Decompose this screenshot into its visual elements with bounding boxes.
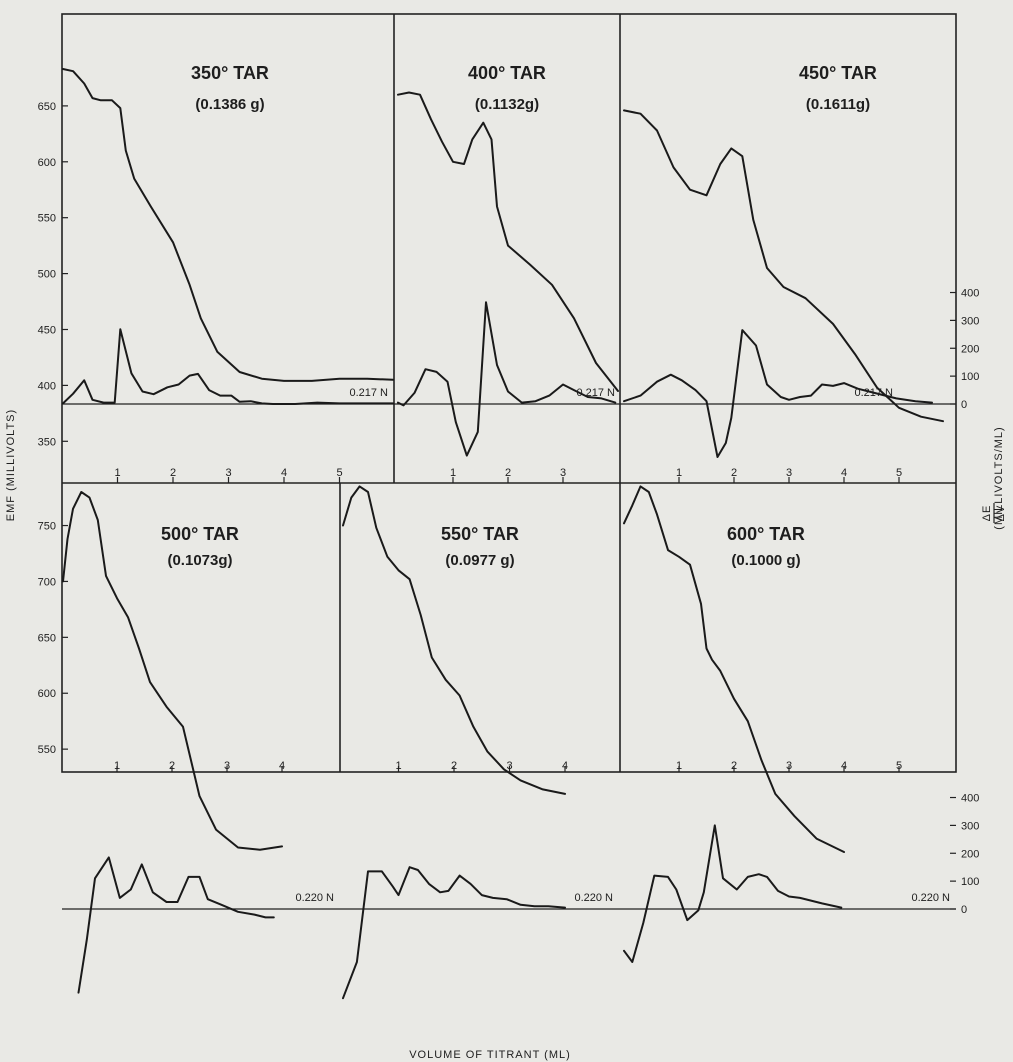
x-tick-label: 4 <box>841 760 847 772</box>
x-tick-label: 1 <box>395 760 401 772</box>
x-tick-label: 3 <box>224 760 230 772</box>
panel-sample-mass: (0.1132g) <box>475 96 539 113</box>
x-tick-label: 5 <box>896 760 902 772</box>
x-tick-label: 4 <box>279 760 285 772</box>
emf-tick-label: 400 <box>38 380 56 392</box>
panel-sample-mass: (0.1386 g) <box>195 96 264 113</box>
x-tick-label: 1 <box>676 760 682 772</box>
derivative-curve <box>62 328 394 405</box>
emf-tick-label: 350 <box>38 436 56 448</box>
emf-tick-label: 450 <box>38 324 56 336</box>
panel-sample-mass: (0.1000 g) <box>731 552 800 569</box>
emf-tick-label: 750 <box>38 521 56 533</box>
derivative-curve <box>342 866 566 1000</box>
derivative-tick-label: 100 <box>961 876 979 888</box>
y-axis-right-fraction-den: ΔV <box>995 505 1007 522</box>
normality-label: 0.220 N <box>574 892 613 904</box>
x-tick-label: 3 <box>786 467 792 479</box>
normality-label: 0.217 N <box>576 387 615 399</box>
emf-tick-label: 650 <box>38 632 56 644</box>
x-tick-label: 5 <box>336 467 342 479</box>
emf-curve <box>342 485 566 795</box>
x-tick-label: 4 <box>841 467 847 479</box>
emf-tick-label: 500 <box>38 269 56 281</box>
derivative-tick-label: 200 <box>961 848 979 860</box>
normality-label: 0.220 N <box>295 892 334 904</box>
x-tick-label: 4 <box>281 467 287 479</box>
y-axis-right-fraction-num: ΔE <box>981 505 993 522</box>
emf-tick-label: 650 <box>38 101 56 113</box>
y-axis-right-title: (MILLIVOLTS/ML) <box>993 426 1005 529</box>
panel-sample-mass: (0.1611g) <box>806 96 870 113</box>
normality-label: 0.220 N <box>911 892 950 904</box>
derivative-curve <box>77 856 275 994</box>
derivative-curve <box>623 329 933 458</box>
emf-tick-label: 600 <box>38 157 56 169</box>
x-tick-label: 2 <box>731 467 737 479</box>
panel-sample-mass: (0.0977 g) <box>445 552 514 569</box>
emf-tick-label: 600 <box>38 688 56 700</box>
x-tick-label: 4 <box>562 760 568 772</box>
panel-title: 600° TAR <box>727 524 805 544</box>
x-tick-label: 1 <box>114 760 120 772</box>
emf-curve <box>62 491 283 851</box>
derivative-tick-label: 200 <box>961 343 979 355</box>
panel-title: 400° TAR <box>468 63 546 83</box>
x-tick-label: 2 <box>451 760 457 772</box>
panel-title: 550° TAR <box>441 524 519 544</box>
emf-curve <box>623 109 944 423</box>
emf-curve <box>397 91 619 392</box>
x-axis-title: VOLUME OF TITRANT (ML) <box>409 1049 571 1061</box>
emf-tick-label: 700 <box>38 576 56 588</box>
x-tick-label: 1 <box>450 467 456 479</box>
derivative-tick-label: 0 <box>961 904 967 916</box>
derivative-curve <box>397 301 617 457</box>
x-tick-label: 1 <box>676 467 682 479</box>
derivative-tick-label: 400 <box>961 288 979 300</box>
emf-curve <box>623 485 845 853</box>
y-axis-left-title: EMF (MILLIVOLTS) <box>5 409 17 521</box>
derivative-tick-label: 300 <box>961 820 979 832</box>
panel-sample-mass: (0.1073g) <box>167 552 232 569</box>
emf-tick-label: 550 <box>38 213 56 225</box>
derivative-tick-label: 400 <box>961 793 979 805</box>
x-tick-label: 2 <box>505 467 511 479</box>
x-tick-label: 3 <box>225 467 231 479</box>
derivative-tick-label: 0 <box>961 399 967 411</box>
x-tick-label: 3 <box>786 760 792 772</box>
normality-label: 0.217 N <box>349 387 388 399</box>
x-tick-label: 1 <box>114 467 120 479</box>
panel-title: 450° TAR <box>799 63 877 83</box>
chart-marks: 6506005505004504003504003002001000750700… <box>38 63 979 1000</box>
x-tick-label: 3 <box>506 760 512 772</box>
normality-label: 0.217 N <box>854 387 893 399</box>
derivative-tick-label: 300 <box>961 315 979 327</box>
x-tick-label: 3 <box>560 467 566 479</box>
x-tick-label: 2 <box>170 467 176 479</box>
x-tick-label: 2 <box>169 760 175 772</box>
panel-title: 500° TAR <box>161 524 239 544</box>
derivative-tick-label: 100 <box>961 371 979 383</box>
emf-curve <box>62 68 394 382</box>
x-tick-label: 5 <box>896 467 902 479</box>
emf-tick-label: 550 <box>38 744 56 756</box>
panel-title: 350° TAR <box>191 63 269 83</box>
x-tick-label: 2 <box>731 760 737 772</box>
derivative-curve <box>623 824 843 963</box>
